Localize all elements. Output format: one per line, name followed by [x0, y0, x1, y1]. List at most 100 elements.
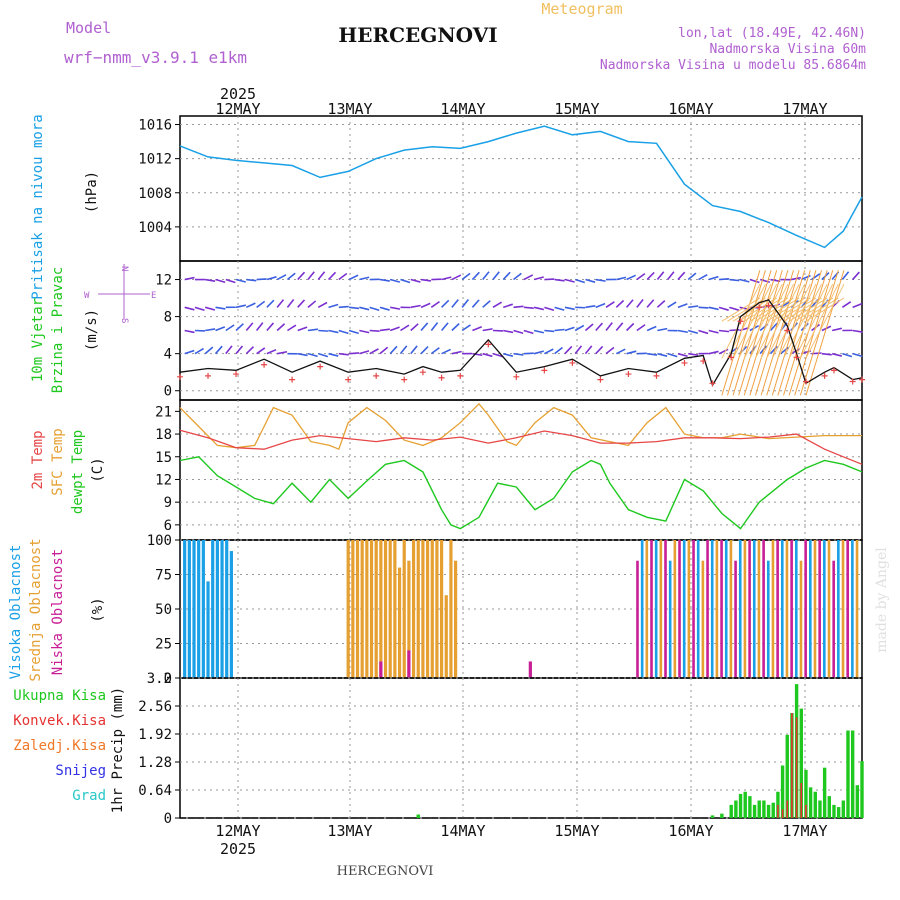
wind-arrow	[410, 323, 419, 332]
y-tick-label: 0.64	[138, 783, 172, 799]
wind-arrow	[667, 301, 677, 309]
precip-bar-total	[748, 796, 752, 818]
wind-arrow	[235, 304, 246, 309]
wind-arrow	[719, 277, 730, 281]
wind-arrow	[708, 306, 719, 311]
wind-arrow	[646, 325, 657, 332]
wind-arrow	[605, 322, 613, 331]
precip-bar-total	[785, 734, 789, 818]
wind-arrow	[307, 300, 317, 308]
wind-arrow	[461, 272, 471, 281]
wind-arrow	[338, 272, 348, 281]
cloud-bar-mixed	[729, 540, 733, 678]
wind-arrow	[379, 306, 390, 311]
wind-arrow	[327, 271, 337, 281]
cloud-bar-mid	[454, 560, 458, 678]
precip-bar-conv	[777, 804, 779, 818]
wind-arrow	[235, 345, 244, 355]
wind-arrow	[841, 271, 850, 281]
precip-bar-total	[734, 800, 738, 818]
gust-marker	[849, 378, 856, 385]
wind-arrow	[533, 350, 544, 355]
cloud-bar-mixed	[818, 540, 821, 678]
temp-axis-title-1: 2m Temp	[30, 430, 46, 489]
wind-arrow	[533, 306, 545, 311]
gust-marker	[802, 378, 809, 385]
wind-arrow	[471, 299, 480, 308]
cloud-bar-mixed	[785, 540, 789, 678]
wind-arrow	[749, 278, 760, 284]
cloud-bar-mixed	[715, 540, 719, 678]
cloud-bar-mixed	[720, 540, 723, 678]
y-tick-label: 2.56	[138, 699, 172, 715]
y-tick-label: 0	[164, 811, 172, 827]
gust-marker	[457, 372, 464, 379]
wind-arrow	[400, 324, 410, 332]
wind-arrow	[245, 302, 256, 309]
wind-arrow	[626, 274, 636, 281]
wind-arrow	[390, 306, 401, 310]
cloud-bar-mixed	[832, 560, 835, 678]
wind-arrow	[204, 346, 214, 355]
precip-bar-total	[710, 815, 715, 818]
dewpoint-line	[179, 456, 863, 530]
wind-arrow	[513, 305, 524, 309]
cloud-bar-mixed	[682, 540, 686, 678]
wind-fan-line	[772, 297, 811, 322]
wind-arrow	[472, 326, 483, 332]
wind-arrow	[215, 306, 226, 310]
wind-arrow	[698, 329, 709, 335]
x-tick-label-top: 12MAY	[215, 100, 260, 118]
wind-arrow	[688, 352, 699, 356]
wind-arrow	[430, 300, 440, 308]
wind-arrow	[831, 352, 843, 357]
precip-legend-grad: Grad	[72, 788, 106, 804]
cloud-bar-mixed	[823, 540, 826, 678]
cloud-bar-mixed	[678, 540, 681, 678]
wind-arrow	[554, 346, 563, 355]
wind-arrow	[286, 272, 296, 281]
cloud-bar-mid	[439, 540, 444, 678]
wind-arrow	[646, 299, 655, 308]
cloud-bar-high	[211, 540, 215, 678]
gust-marker	[765, 302, 772, 309]
y-tick-label: 6	[164, 518, 172, 534]
wind-arrow	[215, 326, 226, 332]
wind-arrow	[636, 299, 644, 308]
cloud-bar-low	[407, 650, 411, 678]
cloud-bar-mixed	[701, 560, 705, 678]
gust-marker	[345, 376, 352, 383]
wind-arrow	[256, 278, 267, 281]
cloud-bar-mid	[379, 540, 383, 678]
cloud-bar-mixed	[752, 540, 756, 678]
cloud-bar-mixed	[654, 540, 658, 678]
wind-arrow	[852, 329, 863, 333]
cloud-bar-low	[379, 661, 383, 678]
wind-axis-unit: (m/s)	[84, 309, 100, 351]
gust-marker	[373, 372, 380, 379]
wind-arrow	[255, 322, 264, 331]
cloud-bar-mixed	[837, 540, 840, 678]
gust-marker	[728, 354, 735, 361]
cloud-bar-mixed	[706, 540, 709, 678]
wind-arrow	[225, 345, 233, 355]
cloud-bar-mixed	[710, 540, 714, 678]
compass-north: N	[119, 266, 129, 271]
cloud-bar-high	[187, 540, 191, 678]
cloud-bar-mixed	[766, 560, 770, 678]
gust-marker	[700, 358, 707, 365]
cloud-bar-mixed	[748, 540, 751, 678]
cloud-bar-mixed	[762, 540, 765, 678]
wind-arrow	[420, 278, 432, 282]
cloud-bar-mixed	[795, 540, 798, 678]
wind-arrow	[256, 300, 266, 308]
wind-arrow	[379, 278, 390, 282]
precip-bar-total	[762, 800, 766, 818]
wind-arrow	[657, 327, 668, 332]
x-tick-label-top: 17MAY	[782, 100, 827, 118]
gust-marker	[419, 369, 426, 376]
wind-arrow	[677, 271, 686, 281]
wind-arrow	[790, 276, 801, 281]
wind-arrow	[585, 278, 596, 283]
panel-frame-wind	[179, 260, 863, 401]
